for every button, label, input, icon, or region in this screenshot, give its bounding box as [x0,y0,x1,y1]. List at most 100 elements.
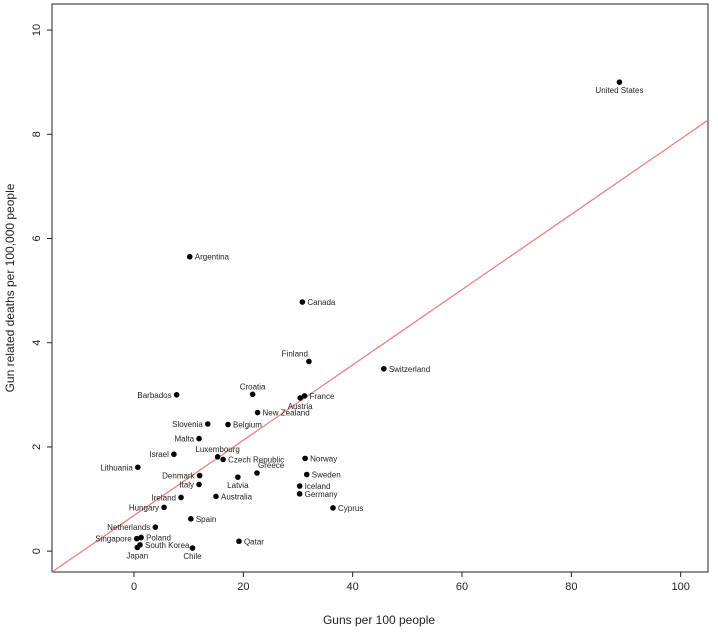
data-point [225,421,231,428]
data-point-group: Austria [288,395,313,411]
data-point [189,545,196,551]
data-point-label: Spain [196,515,216,524]
data-point-label: Italy [179,480,194,489]
data-point-label: Greece [258,461,285,470]
data-point-group: Norway [302,454,337,463]
data-point-label: Israel [149,450,169,459]
data-point-group: New Zealand [254,409,310,418]
data-point [138,534,144,541]
data-point [196,435,202,442]
y-tick-label: 8 [31,131,43,137]
data-point-group: Switzerland [381,365,430,374]
data-point [299,299,306,305]
data-point-label: Czech Republic [228,455,284,464]
data-point [616,79,623,85]
data-point-label: Cyprus [338,504,363,513]
data-point-label: France [310,392,335,401]
data-point-group: Italy [179,480,202,489]
data-point-group: Japan [126,544,148,561]
data-point-group: Spain [188,515,216,524]
data-point [296,491,303,497]
data-point-group: Barbados [137,391,180,400]
data-point-group: Poland [138,534,171,543]
data-point-label: Lithuania [100,463,133,472]
data-point [296,483,303,489]
data-point-label: Slovenia [172,420,203,429]
data-point-group: France [301,392,335,401]
data-point-group: Canada [299,298,336,307]
data-point [301,393,308,399]
data-point [133,535,140,542]
data-point-label: Singapore [95,535,132,544]
data-point [249,391,256,398]
data-point-label: Barbados [137,391,171,400]
data-point-label: Japan [126,552,148,561]
data-point-group: Luxembourg [195,445,240,460]
plot-frame [51,3,709,573]
data-point-group: Czech Republic [220,455,284,464]
data-point-label: Sweden [312,471,341,480]
data-point-group: Argentina [186,253,230,262]
data-point [178,494,184,501]
data-point [205,421,211,427]
data-point-label: Hungary [129,503,159,512]
data-point-group: Israel [149,450,177,459]
x-tick-label: 80 [565,581,577,593]
data-point [213,493,219,500]
data-point-group: Netherlands [107,523,159,532]
y-tick-label: 6 [31,235,43,241]
data-point-label: Germany [305,490,338,499]
data-point-label: Poland [146,534,171,543]
data-point-label: Finland [282,349,308,358]
data-point [306,358,312,365]
data-point-label: Belgium [233,421,262,430]
y-tick-label: 0 [31,548,43,554]
data-point-group: Cyprus [330,504,363,513]
data-point-group: Hungary [129,503,167,512]
data-point-group: Malta [174,435,202,444]
data-point-label: South Korea [145,541,190,550]
regression-line [51,119,709,573]
data-point-label: Australia [221,492,253,501]
data-point-label: Argentina [195,253,230,262]
data-points: United States Argentina Canada Finland Switz… [95,79,643,561]
data-point-label: Latvia [227,481,249,490]
y-axis-title: Gun related deaths per 100,000 people [3,183,17,392]
x-tick-label: 0 [131,581,137,593]
data-point [236,538,242,545]
data-point-label: Chile [183,552,202,561]
y-tick-label: 10 [31,24,43,36]
x-tick-label: 60 [456,581,468,593]
data-point [254,409,261,416]
data-point-group: Finland [282,349,312,365]
data-point-group: Slovenia [172,420,211,429]
x-tick-label: 20 [237,581,249,593]
data-point-label: Iceland [305,482,331,491]
data-point [381,365,387,372]
data-point-label: Malta [174,435,194,444]
data-point-group: South Korea [137,541,190,550]
x-axis-title: Guns per 100 people [323,613,435,627]
data-point-group: Lithuania [100,463,141,472]
data-point [173,392,180,398]
data-point [196,472,203,479]
data-point [152,524,159,530]
y-axis: 0 2 4 6 8 10 [31,24,52,554]
data-point-label: Canada [307,298,336,307]
data-point [161,504,167,511]
data-point [196,481,202,488]
data-point-label: Norway [310,454,337,463]
data-point [303,471,310,478]
data-point-label: Netherlands [107,523,150,532]
data-point-label: Luxembourg [195,445,239,454]
data-point [171,451,177,458]
data-point-label: Croatia [240,382,266,391]
y-tick-label: 4 [31,340,43,346]
data-point [214,454,221,460]
data-point-group: United States [595,79,643,95]
data-point-label: Switzerland [389,365,430,374]
data-point-group: Ireland [152,493,184,502]
data-point [186,253,193,260]
